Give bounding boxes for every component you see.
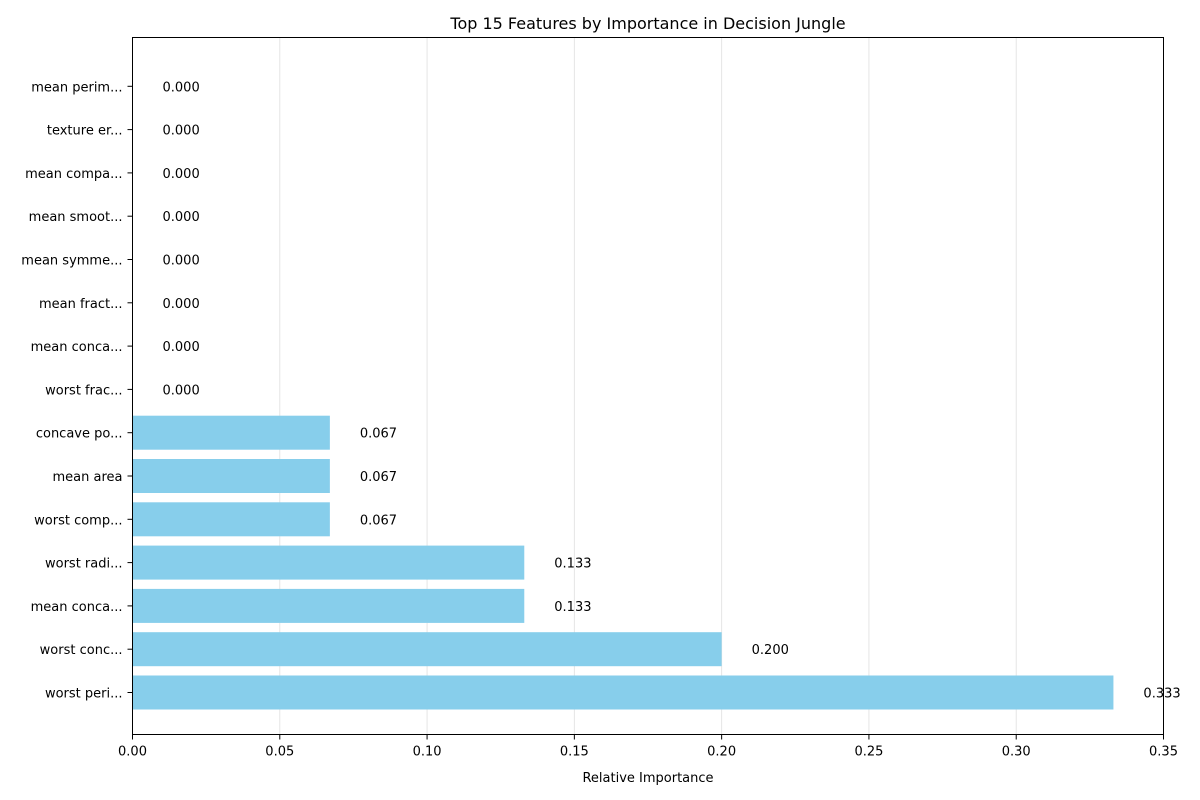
data-label: 0.000: [163, 297, 200, 312]
data-label: 0.200: [752, 643, 789, 658]
data-label: 0.000: [163, 80, 200, 95]
data-label: 0.067: [360, 513, 397, 528]
data-label: 0.000: [163, 383, 200, 398]
x-tick-label: 0.10: [413, 745, 442, 760]
grid-lines: [132, 37, 1164, 735]
y-tick-label: worst conc...: [40, 643, 123, 658]
bar: [132, 588, 525, 623]
plot-frame: [132, 37, 1164, 735]
bar: [132, 632, 722, 667]
y-tick-label: concave po...: [36, 427, 123, 442]
y-tick-label: worst frac...: [45, 383, 122, 398]
data-label: 0.000: [163, 254, 200, 269]
bar: [132, 415, 330, 450]
bar: [132, 459, 330, 493]
x-tick-label: 0.30: [1002, 745, 1031, 760]
bars: [132, 415, 1114, 710]
y-tick-label: worst comp...: [34, 513, 122, 528]
data-label: 0.067: [360, 470, 397, 485]
y-tick-label: mean compa...: [25, 167, 122, 182]
data-label: 0.000: [163, 124, 200, 139]
y-tick-label: mean symme...: [21, 254, 122, 269]
x-tick-label: 0.25: [854, 745, 883, 760]
x-tick-label: 0.20: [707, 745, 736, 760]
bar: [132, 545, 525, 580]
y-tick-label: mean smoot...: [29, 210, 123, 225]
data-label: 0.000: [163, 340, 200, 355]
y-axis-ticks: worst peri... worst conc... mean conca... w…: [21, 80, 133, 702]
y-tick-label: worst radi...: [45, 557, 123, 572]
x-tick-label: 0.15: [560, 745, 589, 760]
chart-title: Top 15 Features by Importance in Decisio…: [449, 14, 845, 33]
data-labels: 0.333 0.200 0.133 0.133 0.067 0.067 0.067 0.000…: [163, 80, 1181, 701]
bar: [132, 502, 330, 537]
y-tick-label: mean conca...: [31, 600, 123, 615]
y-tick-label: mean perim...: [31, 80, 122, 95]
data-label: 0.133: [554, 600, 591, 615]
x-axis-label: Relative Importance: [582, 771, 713, 786]
y-tick-label: mean conca...: [31, 340, 123, 355]
x-axis-ticks: 0.00 0.05 0.10 0.15 0.20 0.25 0.30 0.35: [118, 734, 1178, 760]
y-tick-label: texture er...: [47, 124, 123, 139]
x-tick-label: 0.00: [118, 745, 147, 760]
data-label: 0.333: [1143, 687, 1180, 702]
data-label: 0.000: [163, 210, 200, 225]
data-label: 0.067: [360, 427, 397, 442]
bar: [132, 675, 1114, 710]
y-tick-label: mean area: [53, 470, 123, 485]
y-tick-label: mean fract...: [39, 297, 123, 312]
x-tick-label: 0.35: [1149, 745, 1178, 760]
data-label: 0.133: [554, 557, 591, 572]
y-tick-label: worst peri...: [45, 687, 123, 702]
x-tick-label: 0.05: [265, 745, 294, 760]
data-label: 0.000: [163, 167, 200, 182]
